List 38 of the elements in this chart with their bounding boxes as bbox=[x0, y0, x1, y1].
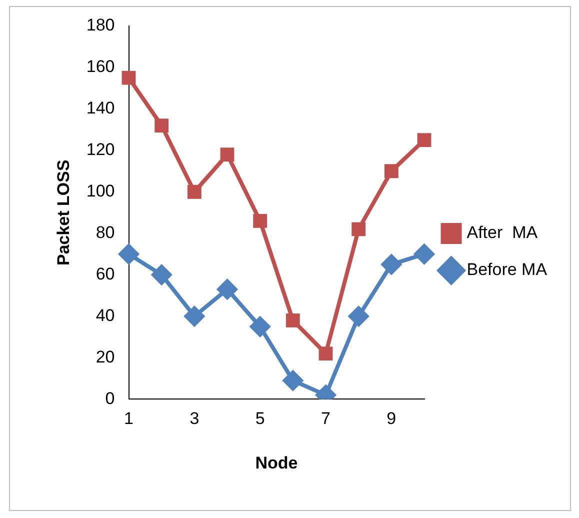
y-tick-label: 40 bbox=[96, 306, 115, 325]
y-tick-label: 180 bbox=[86, 16, 115, 35]
x-tick-label: 3 bbox=[190, 409, 200, 428]
y-tick-label: 80 bbox=[96, 223, 115, 242]
point bbox=[122, 70, 136, 85]
y-axis-title: Packet LOSS bbox=[54, 160, 73, 266]
y-tick-label: 120 bbox=[86, 140, 115, 160]
x-tick-label: 7 bbox=[321, 409, 330, 428]
point bbox=[152, 264, 172, 285]
y-tick-label: 140 bbox=[86, 98, 115, 118]
x-tick-label: 1 bbox=[124, 409, 134, 428]
point bbox=[253, 214, 268, 228]
point bbox=[184, 306, 204, 326]
point bbox=[318, 346, 333, 361]
y-tick-label: 0 bbox=[105, 388, 115, 408]
point bbox=[187, 184, 202, 199]
point bbox=[250, 316, 270, 337]
point bbox=[384, 164, 398, 178]
point bbox=[417, 133, 432, 147]
point bbox=[154, 118, 169, 132]
point bbox=[348, 306, 369, 326]
point bbox=[220, 148, 234, 162]
point bbox=[352, 222, 366, 236]
y-tick-label: 60 bbox=[96, 264, 115, 284]
x-tick-label: 5 bbox=[255, 409, 265, 428]
point bbox=[286, 313, 300, 328]
y-tick-label: 20 bbox=[96, 347, 115, 366]
point bbox=[381, 254, 402, 274]
x-axis-title: Node bbox=[255, 453, 298, 472]
legend-label: After MA bbox=[466, 223, 538, 242]
legend-label: Before MA bbox=[466, 260, 548, 280]
point bbox=[414, 244, 434, 264]
y-tick-label: 100 bbox=[86, 182, 115, 201]
point bbox=[217, 279, 238, 300]
x-tick-label: 9 bbox=[386, 409, 396, 428]
point bbox=[118, 244, 139, 264]
y-tick-label: 160 bbox=[86, 57, 115, 76]
point bbox=[282, 370, 303, 391]
